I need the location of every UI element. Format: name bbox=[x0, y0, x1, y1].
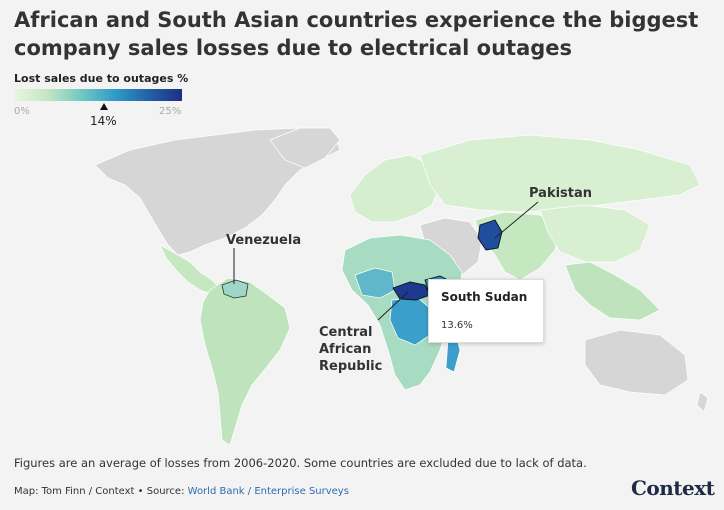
north-america-region[interactable] bbox=[94, 127, 341, 256]
pakistan-label: Pakistan bbox=[529, 186, 593, 201]
tooltip-value: 13.6% bbox=[441, 320, 473, 331]
venezuela-region[interactable] bbox=[221, 279, 249, 299]
footnote: Figures are an average of losses from 20… bbox=[14, 456, 587, 470]
new-zealand-region[interactable] bbox=[696, 391, 709, 413]
australia-region[interactable] bbox=[584, 329, 689, 396]
context-logo[interactable]: Context bbox=[631, 476, 715, 500]
car-leader-line bbox=[377, 291, 409, 321]
country-tooltip: South Sudan 13.6% bbox=[428, 279, 544, 343]
credit-line: Map: Tom Finn / Context • Source: World … bbox=[14, 486, 349, 497]
car-label-line3: Republic bbox=[319, 359, 383, 374]
chart-title: African and South Asian countries experi… bbox=[14, 8, 699, 60]
legend-color-scale bbox=[14, 89, 182, 101]
east-asia-region[interactable] bbox=[539, 204, 651, 263]
south-america-region[interactable] bbox=[199, 277, 291, 446]
legend-min-label: 0% bbox=[14, 106, 30, 117]
venezuela-label: Venezuela bbox=[226, 233, 302, 248]
legend-title: Lost sales due to outages % bbox=[14, 72, 189, 85]
central-africa-region[interactable] bbox=[389, 297, 433, 346]
legend-marker-value: 14% bbox=[90, 114, 117, 128]
mexico-central-america-region[interactable] bbox=[159, 244, 223, 296]
southeast-asia-region[interactable] bbox=[564, 261, 661, 321]
legend-marker-triangle bbox=[100, 103, 108, 110]
credit-prefix: Map: Tom Finn / Context • Source: bbox=[14, 486, 188, 497]
pakistan-region[interactable] bbox=[477, 219, 503, 251]
source-link[interactable]: World Bank / Enterprise Surveys bbox=[187, 486, 349, 497]
car-label-line2: African bbox=[319, 342, 372, 357]
world-choropleth-map bbox=[94, 127, 709, 446]
russia-region[interactable] bbox=[419, 134, 701, 213]
car-label-line1: Central bbox=[319, 325, 373, 340]
legend-max-label: 25% bbox=[159, 106, 182, 117]
europe-region[interactable] bbox=[349, 154, 441, 223]
pakistan-leader-line bbox=[494, 201, 539, 239]
greenland-region[interactable] bbox=[269, 127, 341, 169]
tooltip-country-name: South Sudan bbox=[441, 290, 528, 304]
